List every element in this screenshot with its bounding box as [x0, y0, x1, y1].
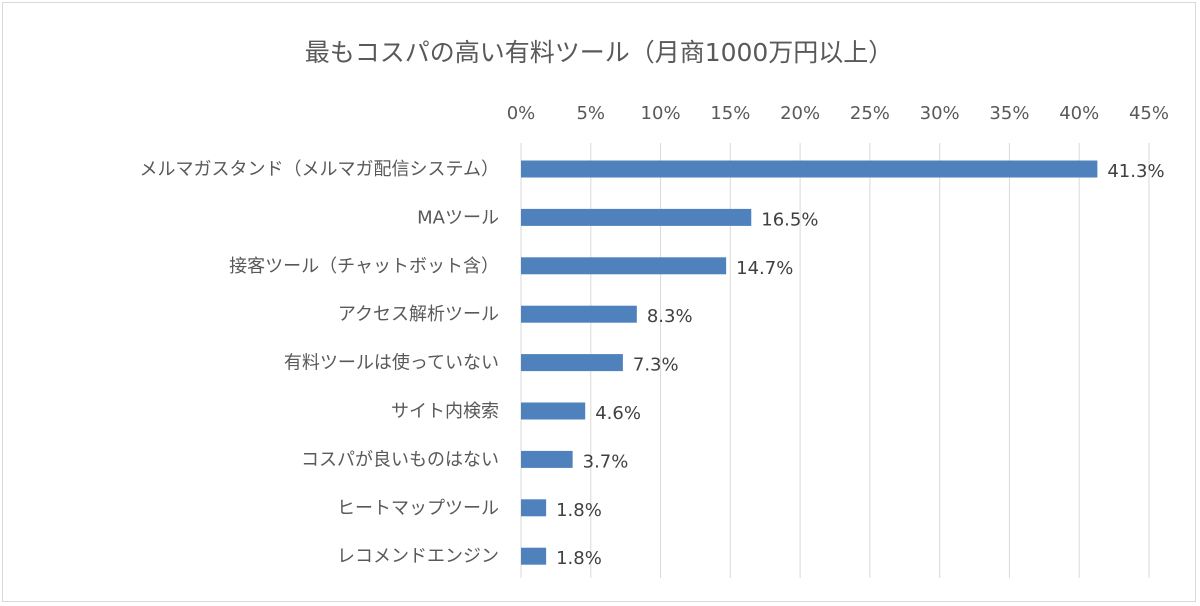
x-tick-label: 20%: [780, 103, 820, 124]
data-label: 1.8%: [556, 548, 602, 569]
category-label: アクセス解析ツール: [338, 304, 499, 325]
bar: [521, 208, 752, 226]
data-label: 8.3%: [647, 306, 693, 327]
bars: [521, 160, 1098, 565]
x-tick-label: 45%: [1129, 103, 1169, 124]
category-label: コスパが良いものはない: [301, 449, 499, 470]
category-label: 接客ツール（チャットボット含）: [229, 256, 499, 277]
category-label: メルマガスタンド（メルマガ配信システム）: [140, 159, 499, 180]
category-label: レコメンドエンジン: [337, 546, 499, 567]
data-label: 1.8%: [556, 500, 602, 521]
bar: [521, 160, 1098, 178]
x-tick-label: 15%: [710, 103, 750, 124]
bar: [521, 257, 727, 275]
category-label: MAツール: [417, 207, 499, 228]
data-label: 3.7%: [583, 451, 629, 472]
category-label: ヒートマップツール: [337, 498, 499, 519]
category-label: サイト内検索: [391, 401, 499, 422]
x-tick-label: 30%: [920, 103, 960, 124]
bar: [521, 450, 573, 468]
data-label: 41.3%: [1107, 161, 1164, 182]
bar: [521, 402, 586, 420]
data-label: 14.7%: [736, 258, 793, 279]
x-tick-label: 40%: [1059, 103, 1099, 124]
category-label: 有料ツールは使っていない: [284, 353, 499, 374]
x-tick-label: 0%: [507, 103, 536, 124]
x-axis-ticks: 0% 5% 10% 15% 20% 25% 30% 35% 40% 45%: [507, 103, 1169, 124]
bar: [521, 547, 547, 565]
bar: [521, 499, 547, 517]
data-label: 4.6%: [595, 403, 641, 424]
data-label: 16.5%: [761, 209, 818, 230]
data-labels: 41.3% 16.5% 14.7% 8.3% 7.3% 4.6% 3.7% 1.8% 1.8%: [556, 161, 1164, 569]
bar: [521, 305, 637, 323]
x-tick-label: 5%: [576, 103, 605, 124]
data-label: 7.3%: [633, 355, 679, 376]
bar: [521, 354, 623, 372]
bar-chart: 最もコスパの高い有料ツール（月商1000万円以上） 0% 5% 10% 15% 20% 2…: [140, 38, 1169, 578]
x-tick-label: 10%: [641, 103, 681, 124]
chart-title: 最もコスパの高い有料ツール（月商1000万円以上）: [305, 38, 894, 67]
x-tick-label: 35%: [989, 103, 1029, 124]
category-labels: メルマガスタンド（メルマガ配信システム） MAツール接客ツール（チャットボット含）…: [140, 159, 499, 567]
x-tick-label: 25%: [850, 103, 890, 124]
